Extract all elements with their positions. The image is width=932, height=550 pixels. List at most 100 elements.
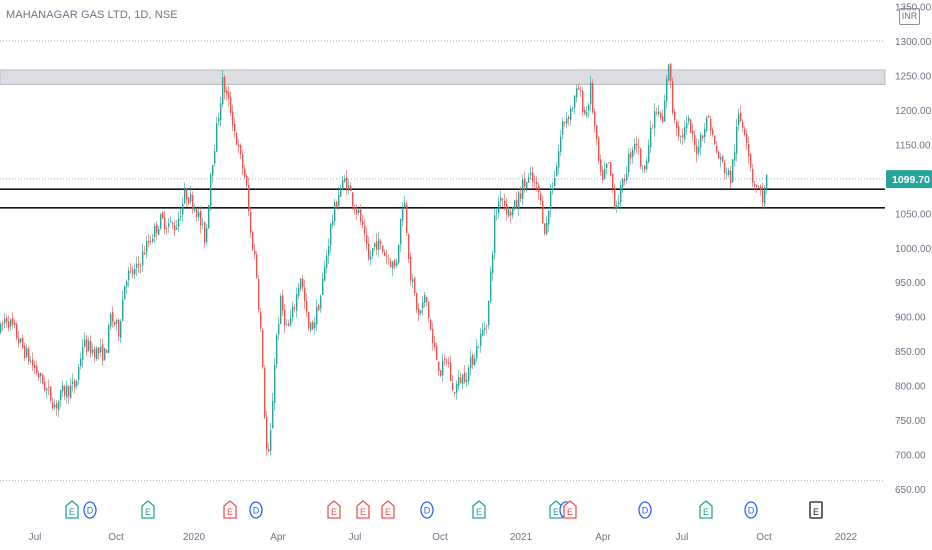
candle-body xyxy=(354,207,356,209)
candle-body xyxy=(300,278,302,289)
earnings-marker-label: E xyxy=(476,507,482,517)
candle-body xyxy=(524,178,526,187)
candle-body xyxy=(626,173,628,181)
candle-body xyxy=(180,215,182,217)
earnings-marker[interactable] xyxy=(563,500,577,519)
candle-body xyxy=(190,193,192,202)
candle-body xyxy=(690,119,692,133)
candle-body xyxy=(316,306,318,325)
earnings-marker[interactable] xyxy=(141,500,155,519)
candle-body xyxy=(760,186,762,191)
chart-title: MAHANAGAR GAS LTD, 1D, NSE xyxy=(6,9,178,21)
candle-body xyxy=(10,319,12,327)
candle-body xyxy=(382,245,384,252)
candle-body xyxy=(26,348,28,358)
candle-body xyxy=(618,202,620,205)
candle-body xyxy=(226,90,228,94)
candle-body xyxy=(694,134,696,146)
candle-body xyxy=(338,195,340,206)
earnings-marker[interactable] xyxy=(65,500,79,519)
candle-body xyxy=(140,265,142,267)
candle-body xyxy=(470,356,472,368)
earnings-marker-label: E xyxy=(813,507,819,517)
candle-body xyxy=(188,197,190,204)
candle-body xyxy=(670,63,672,81)
candle-body xyxy=(710,118,712,131)
candle-body xyxy=(396,262,398,266)
candle-body xyxy=(478,347,480,349)
candle-body xyxy=(596,125,598,139)
candle-body xyxy=(2,323,4,325)
candle-body xyxy=(22,338,24,348)
candle-body xyxy=(616,205,618,209)
candle-body xyxy=(134,268,136,275)
earnings-marker[interactable] xyxy=(381,500,395,519)
earnings-marker[interactable] xyxy=(699,500,713,519)
candle-body xyxy=(176,227,178,230)
earnings-marker[interactable] xyxy=(223,500,237,519)
earnings-marker-label: E xyxy=(227,507,233,517)
earnings-marker[interactable] xyxy=(327,500,341,519)
candle-body xyxy=(100,346,102,352)
dividend-marker[interactable] xyxy=(744,501,758,519)
candle-body xyxy=(258,279,260,310)
candle-body xyxy=(236,133,238,146)
candle-body xyxy=(24,345,26,358)
dividend-marker[interactable] xyxy=(638,501,652,519)
candle-body xyxy=(648,145,650,162)
x-tick-label: Oct xyxy=(756,532,772,543)
x-tick-label: Oct xyxy=(108,532,124,543)
candle-body xyxy=(152,238,154,242)
candle-body xyxy=(78,367,80,380)
candle-body xyxy=(120,321,122,338)
candle-body xyxy=(572,107,574,109)
candle-body xyxy=(76,381,78,386)
candle-body xyxy=(454,391,456,394)
candle-body xyxy=(132,269,134,275)
candle-body xyxy=(110,314,112,327)
candle-body xyxy=(696,146,698,155)
candle-body xyxy=(130,268,132,270)
resistance-zone[interactable] xyxy=(0,69,886,85)
candle-body xyxy=(688,117,690,122)
last-price-badge[interactable] xyxy=(886,170,932,189)
earnings-marker[interactable] xyxy=(472,500,486,519)
candle-body xyxy=(260,311,262,329)
earnings-marker[interactable] xyxy=(809,501,823,519)
candle-body xyxy=(438,361,440,372)
candle-body xyxy=(426,296,428,303)
candle-body xyxy=(224,77,226,93)
candle-body xyxy=(578,88,580,90)
currency-badge[interactable]: INR xyxy=(899,8,920,25)
candle-body xyxy=(682,134,684,138)
candle-body xyxy=(0,324,2,333)
candle-body xyxy=(14,322,16,326)
candle-body xyxy=(584,109,586,114)
candle-body xyxy=(608,162,610,164)
candle-body xyxy=(638,146,640,148)
candle-body xyxy=(216,123,218,152)
candle-body xyxy=(28,348,30,362)
candle-body xyxy=(520,193,522,199)
x-tick-label: 2022 xyxy=(835,532,858,543)
earnings-marker[interactable] xyxy=(356,500,370,519)
candle-body xyxy=(228,92,230,99)
candle-body xyxy=(146,241,148,253)
candle-body xyxy=(620,185,622,203)
candle-body xyxy=(270,430,272,451)
candle-body xyxy=(186,188,188,200)
dividend-marker[interactable] xyxy=(249,501,263,519)
candle-body xyxy=(386,256,388,258)
candle-body xyxy=(200,211,202,226)
candle-body xyxy=(232,111,234,126)
dividend-marker[interactable] xyxy=(420,501,434,519)
candle-body xyxy=(716,145,718,153)
dividend-marker[interactable] xyxy=(83,501,97,519)
candle-body xyxy=(364,225,366,234)
candle-body xyxy=(328,246,330,256)
candle-body xyxy=(4,318,6,324)
candle-body xyxy=(402,208,404,221)
x-tick-label: Jul xyxy=(349,532,362,543)
candle-body xyxy=(358,209,360,213)
